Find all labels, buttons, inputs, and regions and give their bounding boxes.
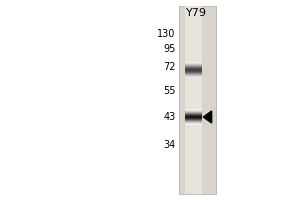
Text: 34: 34	[163, 140, 176, 150]
Bar	[178, 6, 216, 194]
Text: Y79: Y79	[186, 8, 207, 18]
Text: 95: 95	[163, 44, 176, 54]
Text: 130: 130	[157, 29, 176, 39]
Text: 72: 72	[163, 62, 175, 72]
Polygon shape	[203, 111, 212, 123]
Text: 55: 55	[163, 86, 175, 96]
Text: 43: 43	[163, 112, 176, 122]
Bar	[185, 6, 202, 194]
